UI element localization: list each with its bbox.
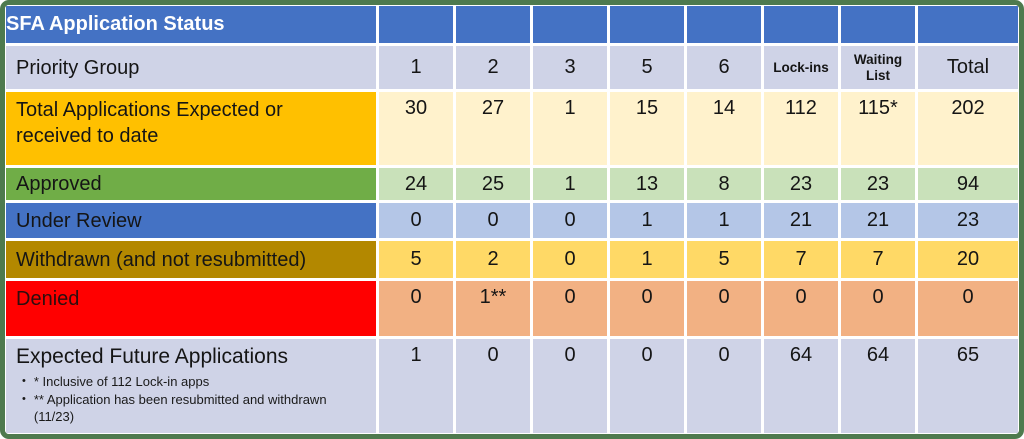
- table-cell: 0: [533, 203, 607, 238]
- table-cell: 0: [610, 339, 684, 433]
- table-cell: 0: [918, 281, 1018, 336]
- title-row-spacer-cell: [687, 6, 761, 43]
- column-header: Lock-ins: [764, 46, 838, 89]
- table-cell: 1: [610, 203, 684, 238]
- row-label-text: Expected Future Applications: [16, 345, 288, 368]
- table-cell: 14: [687, 92, 761, 165]
- title-row-spacer-cell: [841, 6, 915, 43]
- table-cell: 202: [918, 92, 1018, 165]
- table-grid: SFA Application Status Priority Group 1 2 3 5…: [5, 5, 1019, 434]
- table-cell: 0: [841, 281, 915, 336]
- table-cell: 1: [610, 241, 684, 278]
- row-label: Withdrawn (and not resubmitted): [6, 241, 376, 278]
- table-cell: 23: [764, 168, 838, 200]
- table-cell: 7: [841, 241, 915, 278]
- table-cell: 0: [533, 339, 607, 433]
- table-cell: 115*: [841, 92, 915, 165]
- title-row-spacer-cell: [918, 6, 1018, 43]
- column-header: 2: [456, 46, 530, 89]
- column-header: Waiting List: [841, 46, 915, 89]
- table-cell: 0: [764, 281, 838, 336]
- table-cell: 5: [687, 241, 761, 278]
- table-cell: 0: [379, 281, 453, 336]
- column-header: 1: [379, 46, 453, 89]
- table-cell: 15: [610, 92, 684, 165]
- table-cell: 64: [841, 339, 915, 433]
- table-cell: 0: [610, 281, 684, 336]
- table-cell: 0: [456, 339, 530, 433]
- footnote-text: * Inclusive of 112 Lock-in apps: [33, 374, 210, 390]
- title-row-spacer-cell: [610, 6, 684, 43]
- title-row-spacer-cell: [456, 6, 530, 43]
- table-cell: 1: [533, 92, 607, 165]
- table-cell: 112: [764, 92, 838, 165]
- table-cell: 27: [456, 92, 530, 165]
- row-label: Approved: [6, 168, 376, 200]
- table-cell: 23: [841, 168, 915, 200]
- table-cell: 21: [841, 203, 915, 238]
- table-cell: 1: [687, 203, 761, 238]
- table-cell: 0: [687, 339, 761, 433]
- table-cell: 23: [918, 203, 1018, 238]
- table-cell: 20: [918, 241, 1018, 278]
- row-label: Denied: [6, 281, 376, 336]
- table-cell: 1: [533, 168, 607, 200]
- table-cell: 94: [918, 168, 1018, 200]
- table-cell: 25: [456, 168, 530, 200]
- bullet-icon: •: [22, 392, 26, 405]
- table-cell: 0: [687, 281, 761, 336]
- footnote: • * Inclusive of 112 Lock-in apps: [16, 373, 336, 391]
- title-row-spacer-cell: [533, 6, 607, 43]
- title-row-spacer-cell: [764, 6, 838, 43]
- title-row-spacer-cell: [379, 6, 453, 43]
- row-label: Expected Future Applications • * Inclusive…: [6, 339, 376, 433]
- footnote-text: ** Application has been resubmitted and …: [33, 391, 327, 425]
- footnote: • ** Application has been resubmitted and…: [16, 391, 336, 426]
- table-cell: 0: [379, 203, 453, 238]
- table-cell: 24: [379, 168, 453, 200]
- table-cell: 1: [379, 339, 453, 433]
- column-header: 5: [610, 46, 684, 89]
- table-cell: 21: [764, 203, 838, 238]
- bullet-icon: •: [22, 375, 26, 388]
- table-cell: 5: [379, 241, 453, 278]
- table-cell: 65: [918, 339, 1018, 433]
- table-cell: 1**: [456, 281, 530, 336]
- table-cell: 13: [610, 168, 684, 200]
- table-cell: 30: [379, 92, 453, 165]
- footnotes: • * Inclusive of 112 Lock-in apps • ** Appl…: [16, 373, 336, 426]
- column-header: Total: [918, 46, 1018, 89]
- column-header: 6: [687, 46, 761, 89]
- table-cell: 0: [533, 281, 607, 336]
- table-cell: 0: [533, 241, 607, 278]
- table-cell: 2: [456, 241, 530, 278]
- table-cell: 7: [764, 241, 838, 278]
- table-title: SFA Application Status: [6, 6, 376, 43]
- row-label-block: Expected Future Applications • * Inclusive…: [16, 344, 336, 426]
- row-label: Total Applications Expected or received …: [6, 92, 376, 165]
- row-label: Under Review: [6, 203, 376, 238]
- table-cell: 64: [764, 339, 838, 433]
- table-cell: 0: [456, 203, 530, 238]
- column-header: 3: [533, 46, 607, 89]
- table-cell: 8: [687, 168, 761, 200]
- priority-group-header: Priority Group: [6, 46, 376, 89]
